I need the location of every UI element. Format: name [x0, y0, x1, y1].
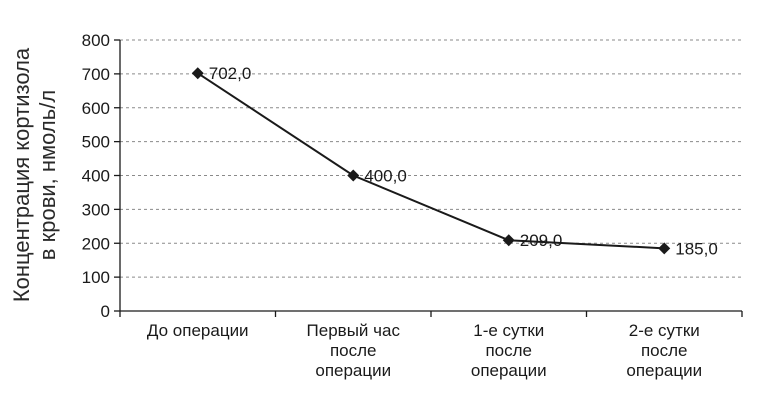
data-label: 185,0 [675, 239, 718, 258]
x-tick-label: До операции [147, 321, 249, 340]
data-point-marker [347, 169, 360, 182]
y-tick-label: 800 [82, 31, 110, 50]
data-label: 400,0 [364, 167, 407, 186]
x-tick-label: Первый час после операции [307, 321, 401, 380]
y-axis-title-line: в крови, нмоль/л [35, 90, 60, 260]
series-line [197, 72, 665, 250]
y-axis-title-line: Концентрация кортизола [9, 47, 34, 302]
x-tick-label: 1-е сутки после операции [471, 321, 547, 380]
data-point-marker [502, 234, 515, 247]
y-tick-label: 100 [82, 268, 110, 287]
grid-lines [120, 39, 742, 278]
y-tick-label: 0 [101, 302, 110, 321]
y-tick-label: 500 [82, 133, 110, 152]
y-tick-label: 400 [82, 167, 110, 186]
data-label: 702,0 [209, 64, 252, 83]
y-tick-label: 600 [82, 99, 110, 118]
x-tick-labels: До операции Первый час после операции 1-е су… [119, 311, 743, 380]
y-axis-title: Концентрация кортизола в крови, нмоль/л [9, 47, 60, 302]
x-tick-label: 2-е сутки после операции [626, 321, 702, 380]
y-tick-label: 200 [82, 234, 110, 253]
data-point-marker [658, 242, 671, 255]
data-label: 209,0 [520, 231, 563, 250]
y-tick-labels: 0 100 200 300 400 500 600 700 800 [82, 31, 120, 321]
data-point-marker [191, 67, 204, 80]
series: 702,0 400,0 209,0 185,0 [191, 64, 718, 258]
y-tick-label: 300 [82, 200, 110, 219]
y-tick-label: 700 [82, 65, 110, 84]
